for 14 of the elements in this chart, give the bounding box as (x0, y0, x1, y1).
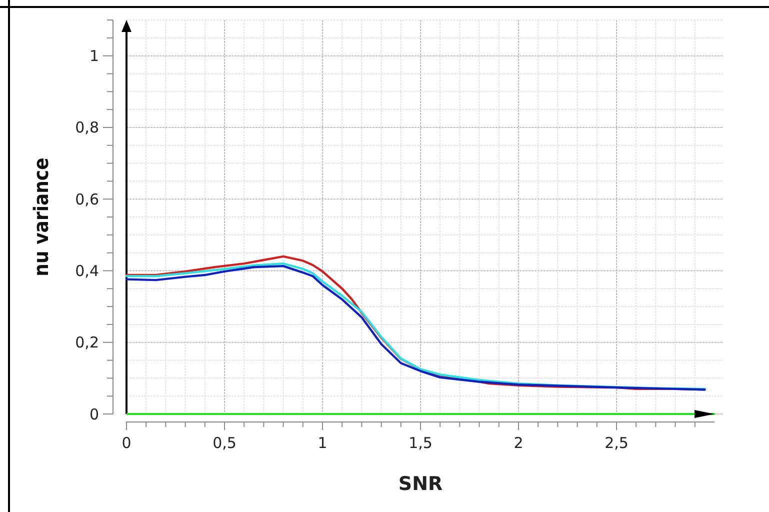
y-axis-title: nu variance (29, 158, 53, 276)
x-tick-label: 2 (514, 434, 524, 452)
x-tick-label: 1 (318, 434, 328, 452)
x-axis-title: SNR (398, 473, 443, 495)
y-tick-label: 0,2 (75, 334, 99, 352)
y-tick-label: 0,4 (75, 262, 99, 280)
x-tick-label: 2,5 (604, 434, 628, 452)
y-tick-label: 1 (89, 47, 99, 66)
x-tick-label: 0 (122, 434, 132, 452)
y-tick-label: 0,6 (75, 190, 99, 208)
x-tick-label: 1,5 (408, 434, 432, 452)
y-tick-label: 0 (89, 405, 99, 424)
x-tick-label: 0,5 (212, 434, 236, 452)
y-tick-label: 0,8 (75, 118, 99, 137)
